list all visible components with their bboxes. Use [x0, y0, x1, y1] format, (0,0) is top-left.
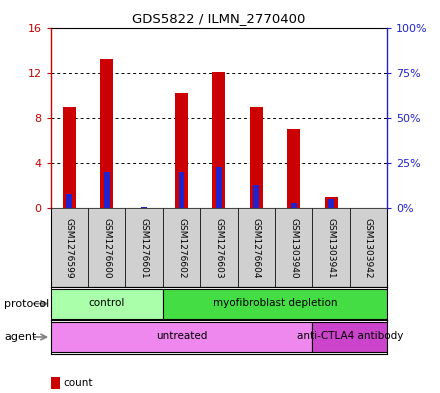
Bar — [312, 322, 387, 352]
Bar — [238, 208, 275, 287]
Bar — [253, 185, 259, 208]
Title: GDS5822 / ILMN_2770400: GDS5822 / ILMN_2770400 — [132, 12, 306, 25]
Bar — [312, 208, 350, 287]
Bar — [325, 197, 337, 208]
Bar — [216, 167, 222, 208]
Text: GSM1276602: GSM1276602 — [177, 218, 186, 278]
Bar — [88, 208, 125, 287]
Text: GSM1276604: GSM1276604 — [252, 218, 261, 278]
Text: protocol: protocol — [4, 299, 50, 309]
Bar — [179, 172, 184, 208]
Text: count: count — [64, 378, 93, 388]
Bar — [100, 59, 113, 208]
Bar — [250, 107, 263, 208]
Bar — [163, 208, 200, 287]
Bar — [51, 208, 88, 287]
Bar — [51, 322, 312, 352]
Bar — [51, 288, 163, 319]
Text: anti-CTLA4 antibody: anti-CTLA4 antibody — [297, 331, 403, 342]
Bar — [350, 208, 387, 287]
Text: control: control — [88, 298, 125, 308]
Text: GSM1276599: GSM1276599 — [65, 218, 74, 278]
Text: GSM1303941: GSM1303941 — [326, 218, 336, 278]
Text: GSM1276603: GSM1276603 — [214, 218, 224, 278]
Text: agent: agent — [4, 332, 37, 342]
Bar — [66, 194, 72, 208]
Text: myofibroblast depletion: myofibroblast depletion — [213, 298, 337, 308]
Text: GSM1303942: GSM1303942 — [364, 218, 373, 278]
Bar — [104, 172, 110, 208]
Bar — [63, 107, 76, 208]
Bar — [275, 208, 312, 287]
Text: GSM1303940: GSM1303940 — [289, 218, 298, 278]
Text: untreated: untreated — [156, 331, 207, 342]
Bar — [200, 208, 238, 287]
Bar — [163, 288, 387, 319]
Bar — [175, 93, 188, 208]
Text: GSM1276601: GSM1276601 — [139, 218, 149, 278]
Bar — [213, 72, 225, 208]
Bar — [291, 203, 297, 208]
Bar — [287, 129, 300, 208]
Text: GSM1276600: GSM1276600 — [102, 218, 111, 278]
Bar — [125, 208, 163, 287]
Bar — [328, 199, 334, 208]
